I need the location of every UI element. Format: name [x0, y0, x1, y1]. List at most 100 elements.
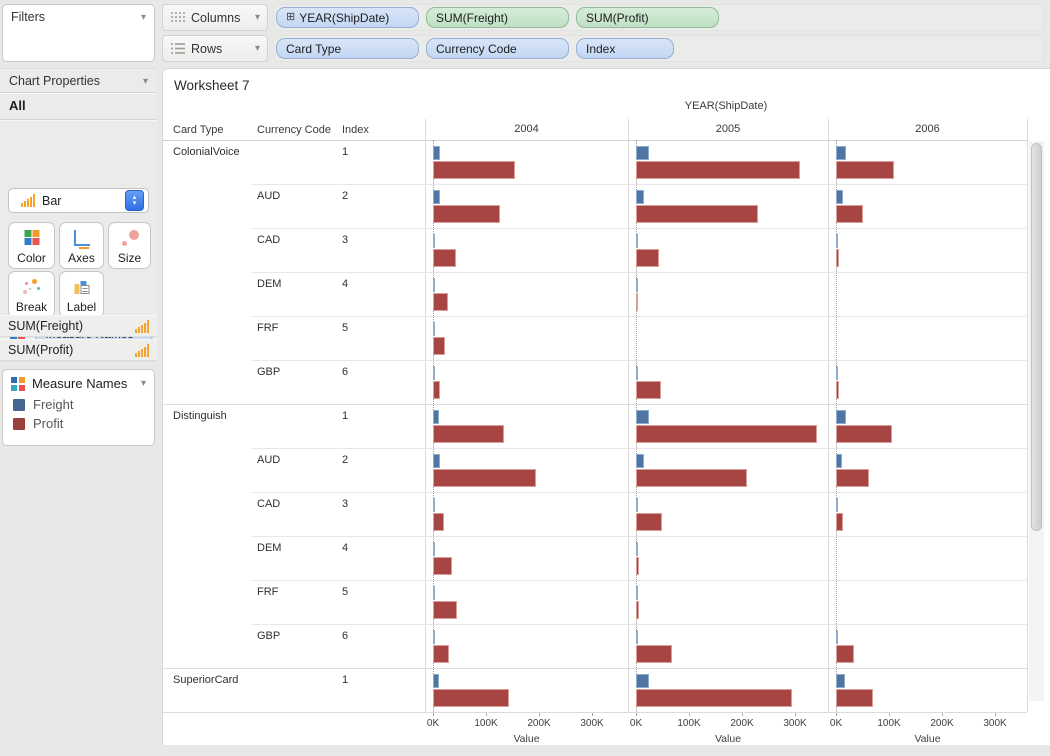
field-sum-freight[interactable]: SUM(Freight)	[0, 315, 157, 337]
row-label-index[interactable]: 3	[342, 498, 349, 510]
bar-freight[interactable]	[636, 674, 650, 688]
bar-profit[interactable]	[433, 337, 446, 355]
bar-freight[interactable]	[433, 234, 436, 248]
bar-profit[interactable]	[636, 601, 639, 619]
row-label-index[interactable]: 2	[342, 454, 349, 466]
bar-profit[interactable]	[836, 689, 874, 707]
bar-freight[interactable]	[836, 366, 838, 380]
bar-profit[interactable]	[636, 249, 659, 267]
bar-freight[interactable]	[836, 190, 843, 204]
bar-profit[interactable]	[636, 293, 638, 311]
bar-freight[interactable]	[636, 410, 650, 424]
vertical-scrollbar-thumb[interactable]	[1031, 143, 1042, 531]
year-header-2004[interactable]: 2004	[514, 123, 539, 135]
bar-profit[interactable]	[836, 249, 840, 267]
bar-freight[interactable]	[636, 146, 650, 160]
columns-shelf[interactable]: Columns ▾	[162, 4, 268, 31]
pill-card-type[interactable]: Card Type	[276, 38, 419, 59]
bar-profit[interactable]	[433, 425, 505, 443]
pill-year-shipdate[interactable]: ⊞ YEAR(ShipDate)	[276, 7, 419, 28]
bar-freight[interactable]	[836, 146, 847, 160]
pill-index[interactable]: Index	[576, 38, 674, 59]
bar-freight[interactable]	[636, 454, 644, 468]
bar-freight[interactable]	[433, 146, 440, 160]
bar-freight[interactable]	[636, 586, 638, 600]
chevron-down-icon[interactable]: ▾	[142, 75, 148, 87]
bar-freight[interactable]	[433, 278, 435, 292]
legend-item-profit[interactable]: Profit	[3, 414, 154, 433]
row-label-index[interactable]: 1	[342, 410, 349, 422]
chart-type-dropdown[interactable]: Bar ▴ ▾	[8, 188, 149, 213]
bar-freight[interactable]	[836, 674, 845, 688]
bar-profit[interactable]	[433, 645, 449, 663]
bar-freight[interactable]	[433, 630, 435, 644]
stepper-control[interactable]: ▴ ▾	[125, 190, 144, 211]
row-label-card-type[interactable]: ColonialVoice	[173, 146, 240, 158]
bar-profit[interactable]	[636, 425, 818, 443]
bar-profit[interactable]	[636, 205, 758, 223]
bar-profit[interactable]	[836, 205, 864, 223]
row-label-index[interactable]: 3	[342, 234, 349, 246]
label-button[interactable]: Label	[59, 271, 104, 318]
row-label-currency[interactable]: CAD	[257, 234, 281, 246]
bar-profit[interactable]	[636, 645, 673, 663]
bar-profit[interactable]	[433, 469, 536, 487]
expand-icon[interactable]: ⊞	[286, 11, 296, 23]
bar-profit[interactable]	[433, 689, 509, 707]
col-header-year-shipdate[interactable]: YEAR(ShipDate)	[684, 100, 768, 112]
bar-profit[interactable]	[433, 557, 453, 575]
row-label-currency[interactable]: DEM	[257, 542, 282, 554]
bar-profit[interactable]	[636, 469, 748, 487]
row-label-index[interactable]: 6	[342, 630, 349, 642]
break-button[interactable]: Break	[8, 271, 55, 318]
row-label-card-type[interactable]: SuperiorCard	[173, 674, 239, 686]
legend-item-freight[interactable]: Freight	[3, 395, 154, 414]
row-label-currency[interactable]: CAD	[257, 498, 281, 510]
bar-profit[interactable]	[433, 161, 516, 179]
row-label-currency[interactable]: FRF	[257, 586, 279, 598]
bar-freight[interactable]	[836, 410, 847, 424]
bar-freight[interactable]	[433, 410, 440, 424]
bar-freight[interactable]	[636, 190, 645, 204]
bar-freight[interactable]	[636, 234, 639, 248]
bar-freight[interactable]	[433, 322, 435, 336]
bar-profit[interactable]	[836, 161, 894, 179]
color-button[interactable]: Color	[8, 222, 55, 269]
field-sum-profit[interactable]: SUM(Profit)	[0, 339, 157, 361]
header-index[interactable]: Index	[342, 124, 369, 136]
bar-freight[interactable]	[433, 190, 440, 204]
bar-freight[interactable]	[636, 498, 639, 512]
bar-freight[interactable]	[433, 542, 435, 556]
row-label-currency[interactable]: DEM	[257, 278, 282, 290]
bar-profit[interactable]	[836, 513, 843, 531]
bar-freight[interactable]	[636, 366, 639, 380]
bar-freight[interactable]	[836, 454, 843, 468]
rows-shelf[interactable]: Rows ▾	[162, 35, 268, 62]
pill-currency-code[interactable]: Currency Code	[426, 38, 569, 59]
bar-freight[interactable]	[836, 234, 838, 248]
bar-profit[interactable]	[433, 513, 445, 531]
pill-sum-freight[interactable]: SUM(Freight)	[426, 7, 569, 28]
pill-sum-profit[interactable]: SUM(Profit)	[576, 7, 719, 28]
chevron-down-icon[interactable]: ▾	[140, 11, 146, 23]
bar-profit[interactable]	[836, 645, 855, 663]
year-header-2006[interactable]: 2006	[915, 123, 940, 135]
bar-profit[interactable]	[433, 205, 500, 223]
row-label-index[interactable]: 6	[342, 366, 349, 378]
bar-freight[interactable]	[433, 454, 440, 468]
bar-profit[interactable]	[433, 381, 441, 399]
chevron-down-icon[interactable]: ▾	[140, 378, 146, 389]
row-label-index[interactable]: 5	[342, 322, 349, 334]
bar-freight[interactable]	[636, 542, 638, 556]
bar-freight[interactable]	[836, 630, 838, 644]
row-label-index[interactable]: 2	[342, 190, 349, 202]
bar-profit[interactable]	[836, 381, 840, 399]
bar-freight[interactable]	[636, 278, 638, 292]
bar-profit[interactable]	[636, 689, 792, 707]
bar-freight[interactable]	[433, 674, 440, 688]
bar-freight[interactable]	[433, 586, 435, 600]
bar-profit[interactable]	[836, 469, 869, 487]
row-label-currency[interactable]: FRF	[257, 322, 279, 334]
bar-profit[interactable]	[433, 601, 457, 619]
bar-profit[interactable]	[636, 513, 662, 531]
